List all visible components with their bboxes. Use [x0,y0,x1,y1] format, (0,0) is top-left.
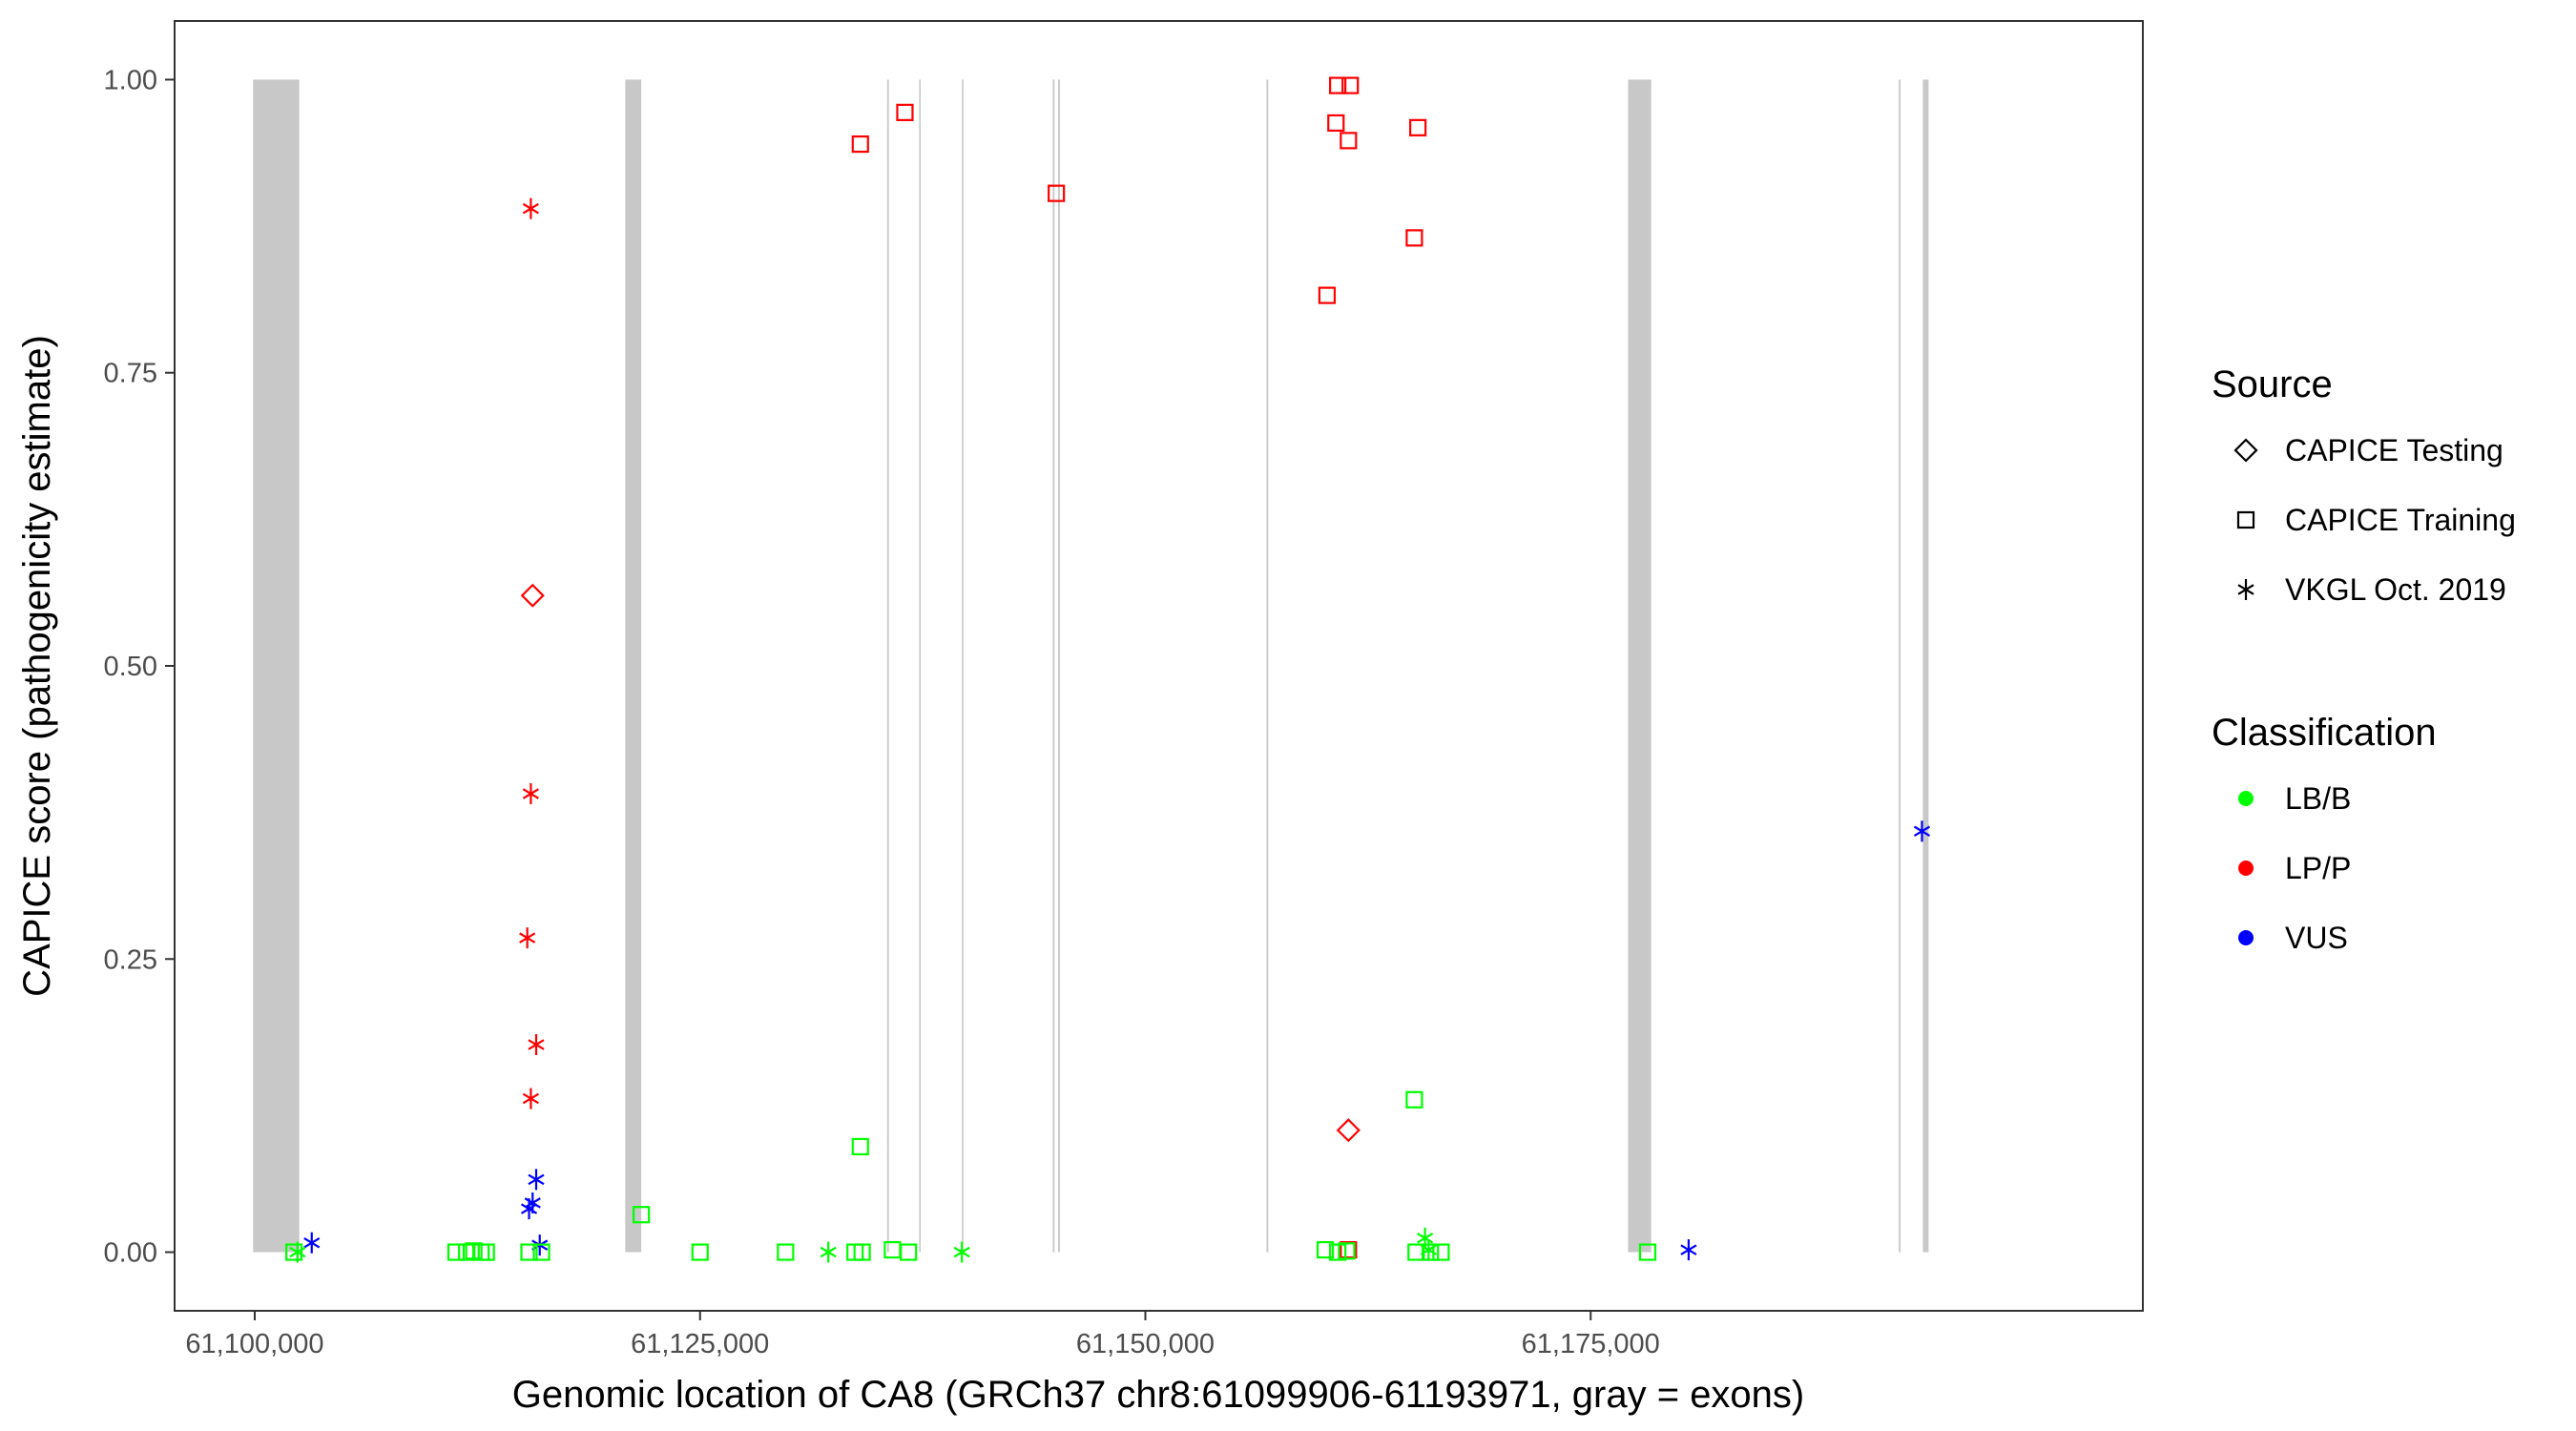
point-square-lbb [633,1206,651,1224]
plot-panel-border [174,20,2144,1312]
point-square-lpp [1409,118,1427,136]
exon-band [1052,79,1055,1253]
point-square-lpp [1341,76,1360,94]
point-asterisk-vus [528,1169,545,1191]
y-axis-title: CAPICE score (pathogenicity estimate) [16,335,58,997]
legend-classification-keys [2238,791,2254,945]
point-diamond-lpp [520,583,545,608]
point-square-lbb [691,1243,709,1261]
legend-source-title: Source [2212,363,2333,405]
x-tick-label: 61,150,000 [1076,1329,1215,1359]
point-square-lbb [1316,1240,1335,1259]
point-asterisk-lbb [953,1241,970,1263]
point-square-lpp [1318,286,1337,304]
point-square-lpp [1048,184,1066,202]
exon-band [1628,79,1652,1253]
point-asterisk-lpp [528,1033,545,1055]
point-square-lbb [1422,1243,1440,1261]
y-axis: 0.00 0.25 0.50 0.75 1.00 [104,65,175,1269]
x-tick-label: 61,125,000 [631,1329,769,1359]
legend-source-label-vkgl: VKGL Oct. 2019 [2285,572,2506,607]
exon-band [1058,79,1060,1253]
x-tick-label: 61,100,000 [185,1329,323,1359]
point-square-lbb [447,1243,466,1261]
point-square-lbb [1432,1243,1450,1261]
point-asterisk-vus [303,1232,321,1254]
exon-band [1922,79,1929,1253]
legend-classification-title: Classification [2212,712,2437,754]
y-tick-label: 0.75 [104,359,157,389]
exon-band [1266,79,1269,1253]
point-asterisk-lpp [522,782,539,804]
legend-source: Source CAPICE Testing CAPICE Training VK… [2212,363,2516,607]
point-square-lbb [1405,1090,1423,1109]
legend-source-label-testing: CAPICE Testing [2285,433,2503,467]
point-asterisk-lbb [820,1241,837,1263]
exon-band [886,79,889,1253]
point-asterisk-vus [1913,820,1931,842]
x-tick-label: 61,175,000 [1522,1329,1660,1359]
point-square-lpp [1340,1240,1358,1259]
point-asterisk-lpp [522,197,539,219]
point-diamond-lpp [1336,1118,1361,1143]
point-square-lbb [777,1243,795,1261]
y-tick-label: 0.00 [104,1238,157,1269]
y-tick-label: 0.50 [104,652,157,682]
point-asterisk-vus [520,1198,538,1220]
point-square-lpp [1329,76,1347,94]
legend-source-label-training: CAPICE Training [2285,503,2516,537]
point-square-lbb [1638,1243,1657,1261]
legend-classification-label-lbb: LB/B [2285,781,2351,816]
legend-key-dot-lbb [2238,791,2254,806]
legend-key-dot-vus [2238,930,2254,945]
point-square-lpp [851,135,869,154]
point-asterisk-lpp [522,1088,539,1110]
legend-key-asterisk [2237,579,2254,600]
point-square-lbb [477,1243,495,1261]
legend-source-keys [2233,438,2258,600]
point-square-lbb [1407,1243,1425,1261]
legend-key-diamond [2233,438,2258,463]
exon-band [253,79,300,1253]
x-axis: 61,100,000 61,125,000 61,150,000 61,175,000 [185,1311,1660,1359]
point-square-lbb [284,1243,303,1261]
exon-band [962,79,964,1253]
x-axis-title: Genomic location of CA8 (GRCh37 chr8:610… [512,1374,1805,1416]
point-square-lbb [520,1243,538,1261]
y-tick-label: 1.00 [104,65,157,95]
point-square-lpp [1340,132,1358,150]
point-square-lpp [1405,229,1423,247]
point-square-lbb [1338,1242,1356,1260]
legend-classification-label-lpp: LP/P [2285,851,2351,885]
legend-classification-label-vus: VUS [2285,921,2348,955]
point-square-lbb [900,1243,918,1261]
point-asterisk-lpp [519,927,536,949]
point-square-lbb [532,1243,551,1261]
legend-classification: Classification LB/B LP/P VUS [2212,712,2437,955]
point-square-lbb [853,1243,871,1261]
point-asterisk-vus [1680,1239,1697,1261]
point-square-lpp [896,103,914,121]
data-points [284,76,1931,1263]
exon-band [919,79,921,1253]
exon-bands [253,79,1929,1253]
point-square-lpp [1327,114,1345,133]
y-tick-label: 0.25 [104,944,157,975]
exon-band [1899,79,1901,1253]
point-square-lbb [851,1137,869,1156]
legend-key-dot-lpp [2238,861,2254,876]
exon-band [625,79,642,1253]
legend-key-square [2236,510,2255,529]
point-square-lbb [1329,1243,1347,1261]
